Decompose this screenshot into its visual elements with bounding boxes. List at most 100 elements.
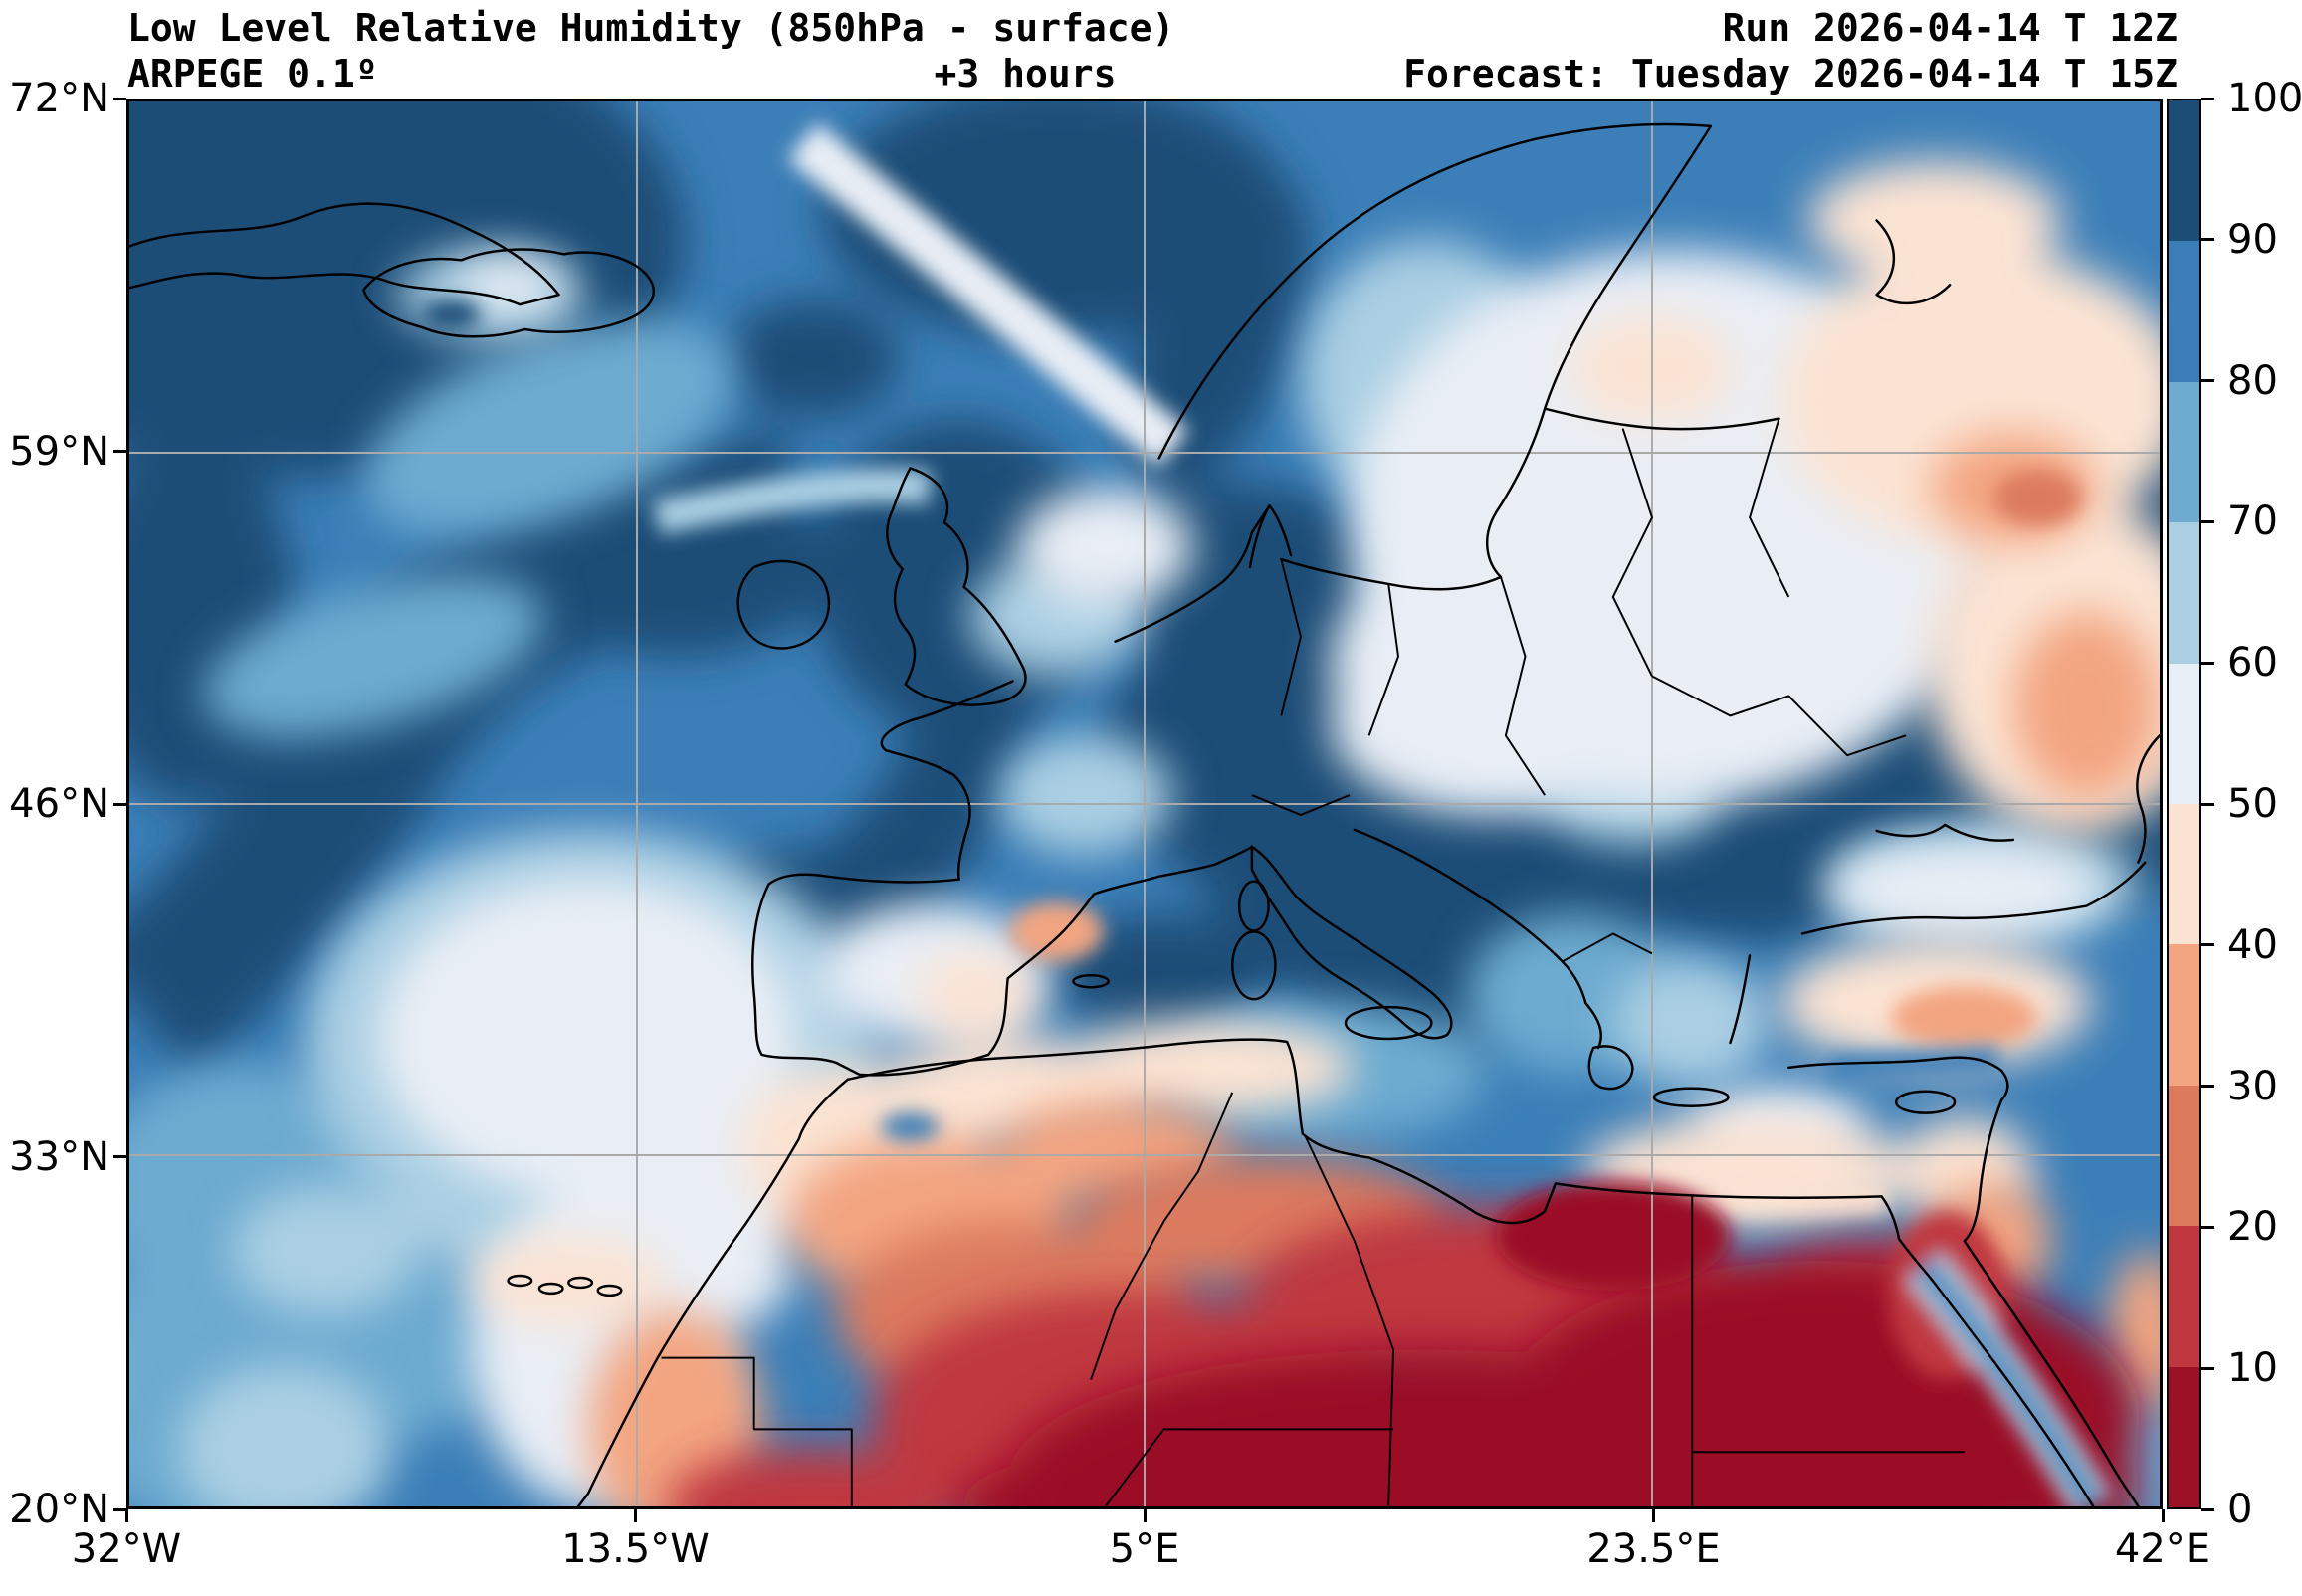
humidity-fill-layer-streaks (653, 122, 1189, 535)
colorbar-tick-mark (2201, 802, 2214, 806)
run-label: Run 2026-04-14 T 12Z (1722, 6, 2178, 50)
map-plot-area (126, 99, 2163, 1509)
colorbar-tick-mark (2201, 519, 2214, 523)
coast-corsica (1237, 880, 1270, 932)
colorbar (2167, 99, 2201, 1509)
coast-sicily (1344, 1005, 1433, 1041)
y-tick-label: 20°N (9, 1487, 109, 1532)
colorbar-tick-mark (2201, 1507, 2214, 1511)
colorbar-tick-mark (2201, 661, 2214, 665)
borders-layer (661, 418, 1965, 1506)
coast-peloponnese (1587, 1045, 1634, 1091)
colorbar-tick-mark (2201, 379, 2214, 383)
border-west-sahara (661, 1356, 853, 1506)
coast-ireland (736, 559, 831, 650)
coast-white-sea (1875, 219, 1952, 305)
colorbar-tick-label: 60 (2227, 640, 2278, 687)
colorbar-tick-mark (2201, 1366, 2214, 1370)
colorbar-tick-mark (2201, 238, 2214, 242)
colorbar-tick-label: 0 (2227, 1487, 2253, 1532)
y-tick-mark (113, 1155, 126, 1158)
x-tick-label: 42°E (2114, 1526, 2211, 1572)
colorbar-tick-label: 20 (2227, 1204, 2278, 1251)
x-tick-mark (634, 1509, 637, 1522)
y-tick-mark (113, 1507, 126, 1511)
coast-black-sea-south (1800, 861, 2147, 935)
colorbar-segment-30-40 (2169, 944, 2199, 1086)
x-tick-label: 23.5°E (1586, 1526, 1721, 1572)
coast-black-sea-north (1875, 823, 2015, 842)
border-alpine (1251, 794, 1351, 816)
coast-great-britain (886, 467, 1027, 706)
colorbar-tick-label: 80 (2227, 357, 2278, 404)
colorbar-segment-10-20 (2169, 1226, 2199, 1367)
coast-morocco-atlantic (576, 1078, 850, 1506)
x-tick-mark (1652, 1509, 1655, 1522)
colorbar-segment-80-90 (2169, 241, 2199, 382)
y-tick-label: 59°N (9, 428, 109, 475)
border-sweden-finland (1500, 576, 1546, 796)
y-tick-mark (113, 97, 126, 100)
coast-channel-biscay-iberia (751, 680, 1254, 1077)
map-title: Low Level Relative Humidity (850hPa - su… (127, 6, 1175, 50)
colorbar-tick-mark (2201, 97, 2214, 100)
colorbar-segment-70-80 (2169, 381, 2199, 523)
coast-norway (1157, 122, 1713, 460)
x-tick-mark (1143, 1509, 1147, 1522)
colorbar-segment-20-30 (2169, 1085, 2199, 1227)
x-tick-label: 32°W (71, 1526, 182, 1572)
coast-north-africa (846, 1038, 1901, 1241)
colorbar-tick-label: 30 (2227, 1063, 2278, 1109)
humidity-map-canvas (129, 101, 2160, 1506)
colorbar-tick-mark (2201, 943, 2214, 947)
x-tick-label: 13.5°W (561, 1526, 710, 1572)
y-tick-mark (113, 802, 126, 806)
coast-caspian-edge (2136, 734, 2160, 864)
colorbar-tick-label: 90 (2227, 216, 2278, 263)
coast-cyprus (1894, 1090, 1957, 1114)
border-baltics-russia (1611, 428, 1653, 677)
border-germany-east (1280, 558, 1302, 716)
border-belarus-ukraine (1651, 675, 1907, 757)
graticule-layer (129, 101, 2160, 1506)
border-morocco-algeria (1090, 1092, 1234, 1380)
y-tick-label: 46°N (9, 781, 109, 827)
coast-north-sea-continent (1114, 504, 1271, 643)
colorbar-tick-label: 100 (2227, 76, 2302, 121)
colorbar-segment-60-70 (2169, 522, 2199, 664)
colorbar-segment-90-100 (2169, 100, 2199, 242)
coast-mallorca (1072, 974, 1110, 989)
x-tick-mark (124, 1509, 128, 1522)
humidity-fill-layer-detail (422, 299, 2112, 1506)
colorbar-tick-mark (2201, 1085, 2214, 1089)
y-tick-mark (113, 450, 126, 453)
colorbar-segment-50-60 (2169, 663, 2199, 805)
coast-red-sea-west (1897, 1237, 2095, 1506)
colorbar-tick-label: 50 (2227, 781, 2278, 827)
y-tick-label: 33°N (9, 1133, 109, 1180)
border-balkans (1562, 932, 1653, 963)
forecast-label: Forecast: Tuesday 2026-04-14 T 15Z (1403, 52, 2178, 96)
coast-canary-2 (537, 1282, 564, 1296)
x-tick-mark (2161, 1509, 2165, 1522)
coast-turkey-south (1787, 1056, 2009, 1101)
coast-canary-1 (507, 1274, 533, 1288)
coast-aegean-west-turkey (1729, 954, 1752, 1045)
x-tick-label: 5°E (1109, 1526, 1180, 1572)
coast-levant (1963, 1098, 2003, 1243)
colorbar-segment-40-50 (2169, 804, 2199, 945)
colorbar-tick-label: 40 (2227, 921, 2278, 968)
border-sahel (1104, 1428, 1394, 1506)
colorbar-tick-label: 10 (2227, 1345, 2278, 1392)
coast-gulf-of-finland (1543, 407, 1780, 431)
model-label: ARPEGE 0.1º (127, 52, 378, 96)
coast-iceland (362, 248, 655, 338)
coast-italy (1250, 845, 1453, 1040)
coast-adriatic (1353, 828, 1602, 1050)
colorbar-segment-0-10 (2169, 1366, 2199, 1508)
coast-greenland (129, 202, 560, 306)
lead-time-label: +3 hours (934, 52, 1117, 96)
colorbar-tick-label: 70 (2227, 499, 2278, 545)
colorbar-tick-mark (2201, 1225, 2214, 1229)
